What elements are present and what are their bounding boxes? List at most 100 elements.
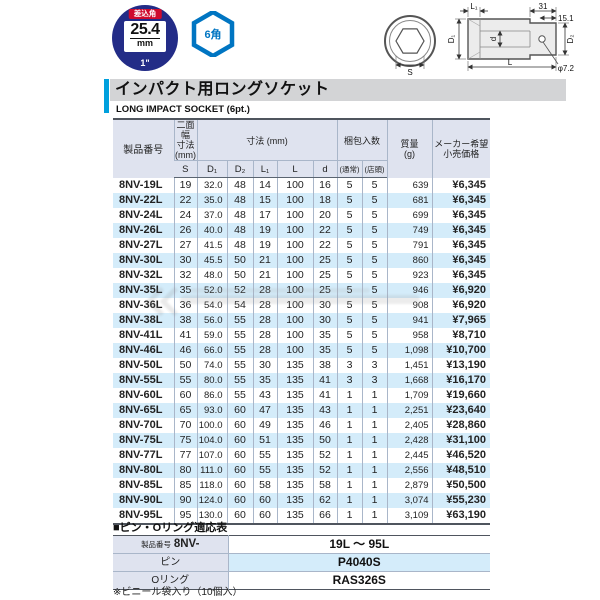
d-cell: 18: [312, 193, 337, 208]
page-title: インパクト用ロングソケット: [115, 81, 330, 98]
d-cell: 38: [312, 358, 337, 373]
pack-store-cell: 5: [361, 238, 388, 253]
pack-store-cell: 1: [361, 508, 388, 524]
hex-badge-label: 6角: [204, 27, 221, 41]
mass-cell: 946: [386, 283, 433, 298]
d1-cell: 48.0: [196, 268, 227, 283]
d-cell: 25: [312, 283, 337, 298]
l-cell: 135: [276, 463, 313, 478]
pin-oring-table: 製品番号 8NV- 19L ～ 95L ピン P4040S Oリング RAS32…: [113, 535, 490, 590]
table-row: 8NV-22L 22 35.0 48 15 100 18 5 5 681 ¥6,345: [113, 193, 491, 208]
pack-normal-cell: 1: [336, 448, 362, 463]
header-d2: D₂: [226, 160, 253, 178]
d-cell: 22: [312, 238, 337, 253]
pack-store-cell: 1: [361, 388, 388, 403]
table-row: 8NV-55L 55 80.0 55 35 135 41 3 3 1,668 ¥16,170: [113, 373, 491, 388]
product-cell: 8NV-50L: [119, 359, 163, 371]
s-cell: 41: [173, 328, 197, 343]
l1-cell: 17: [252, 208, 277, 223]
s-cell: 50: [173, 358, 197, 373]
d-cell: 35: [312, 328, 337, 343]
l1-cell: 51: [252, 433, 277, 448]
l1-cell: 35: [252, 373, 277, 388]
drive-inch-value: 1": [140, 58, 150, 68]
mass-cell: 908: [386, 298, 433, 313]
s-cell: 24: [173, 208, 197, 223]
s-cell: 80: [173, 463, 197, 478]
price-cell: ¥6,345: [431, 253, 491, 268]
mass-cell: 941: [386, 313, 433, 328]
price-cell: ¥6,345: [431, 268, 491, 283]
d-cell: 52: [312, 448, 337, 463]
pack-normal-cell: 5: [336, 268, 362, 283]
pack-store-cell: 1: [361, 478, 388, 493]
pack-normal-cell: 5: [336, 343, 362, 358]
l-cell: 100: [276, 208, 313, 223]
pin-row-oring-label: Oリング: [113, 571, 229, 590]
product-cell: 8NV-41L: [119, 329, 163, 341]
socket-table-body: 8NV-19L 19 32.0 48 14 100 16 5 5 639 ¥6,345 8NV-22L…: [113, 177, 491, 524]
table-row: ピン P4040S: [113, 553, 490, 572]
d1-cell: 66.0: [196, 343, 227, 358]
pack-store-cell: 3: [361, 358, 388, 373]
d-cell: 66: [312, 508, 337, 524]
d-cell: 30: [312, 313, 337, 328]
s-cell: 35: [173, 283, 197, 298]
l-cell: 100: [276, 238, 313, 253]
header-pack-group: 梱包入数: [336, 119, 388, 161]
price-cell: ¥46,520: [431, 448, 491, 463]
s-cell: 60: [173, 388, 197, 403]
table-row: 8NV-77L 77 107.0 60 55 135 52 1 1 2,445 ¥46,520: [113, 448, 491, 463]
socket-front-view: S: [384, 15, 436, 77]
mass-cell: 681: [386, 193, 433, 208]
pack-normal-cell: 1: [336, 403, 362, 418]
pack-store-cell: 5: [361, 298, 388, 313]
product-cell: 8NV-60L: [119, 389, 163, 401]
dim-l-label: L: [508, 58, 513, 67]
mass-cell: 1,098: [386, 343, 433, 358]
mass-cell: 2,251: [386, 403, 433, 418]
l-cell: 135: [276, 403, 313, 418]
l1-cell: 15: [252, 193, 277, 208]
s-cell: 30: [173, 253, 197, 268]
pack-store-cell: 1: [361, 403, 388, 418]
vinyl-bag-note: ※ビニール袋入り（10個入）: [113, 587, 243, 598]
table-row: 8NV-36L 36 54.0 54 28 100 30 5 5 908 ¥6,920: [113, 298, 491, 313]
l1-cell: 30: [252, 358, 277, 373]
product-cell: 8NV-70L: [119, 419, 163, 431]
pack-normal-cell: 5: [336, 208, 362, 223]
d-cell: 30: [312, 298, 337, 313]
price-cell: ¥13,190: [431, 358, 491, 373]
pin-product-series: 8NV-: [173, 538, 200, 550]
pack-store-cell: 1: [361, 433, 388, 448]
d2-cell: 55: [226, 343, 253, 358]
d2-cell: 60: [226, 403, 253, 418]
d2-cell: 60: [226, 448, 253, 463]
d1-cell: 52.0: [196, 283, 227, 298]
hexagon-icon: [191, 11, 235, 57]
d2-cell: 48: [226, 177, 253, 193]
pack-normal-cell: 5: [336, 238, 362, 253]
d2-cell: 55: [226, 313, 253, 328]
d1-cell: 104.0: [196, 433, 227, 448]
s-cell: 36: [173, 298, 197, 313]
d-cell: 50: [312, 433, 337, 448]
l1-cell: 28: [252, 298, 277, 313]
s-cell: 75: [173, 433, 197, 448]
header-pack-store: (店頭): [361, 160, 388, 178]
pack-store-cell: 3: [361, 373, 388, 388]
mass-cell: 639: [386, 177, 433, 193]
table-row: 8NV-32L 32 48.0 50 21 100 25 5 5 923 ¥6,345: [113, 268, 491, 283]
mass-cell: 2,428: [386, 433, 433, 448]
product-cell: 8NV-19L: [119, 178, 163, 191]
pin-row-pin-value: P4040S: [228, 553, 490, 572]
product-cell: 8NV-24L: [119, 209, 163, 221]
price-cell: ¥31,100: [431, 433, 491, 448]
s-cell: 90: [173, 493, 197, 508]
header-s: S: [174, 160, 197, 178]
l1-cell: 14: [252, 177, 277, 193]
d-cell: 35: [312, 343, 337, 358]
d1-cell: 54.0: [196, 298, 227, 313]
l-cell: 100: [276, 313, 313, 328]
header-d1: D₁: [196, 160, 227, 178]
